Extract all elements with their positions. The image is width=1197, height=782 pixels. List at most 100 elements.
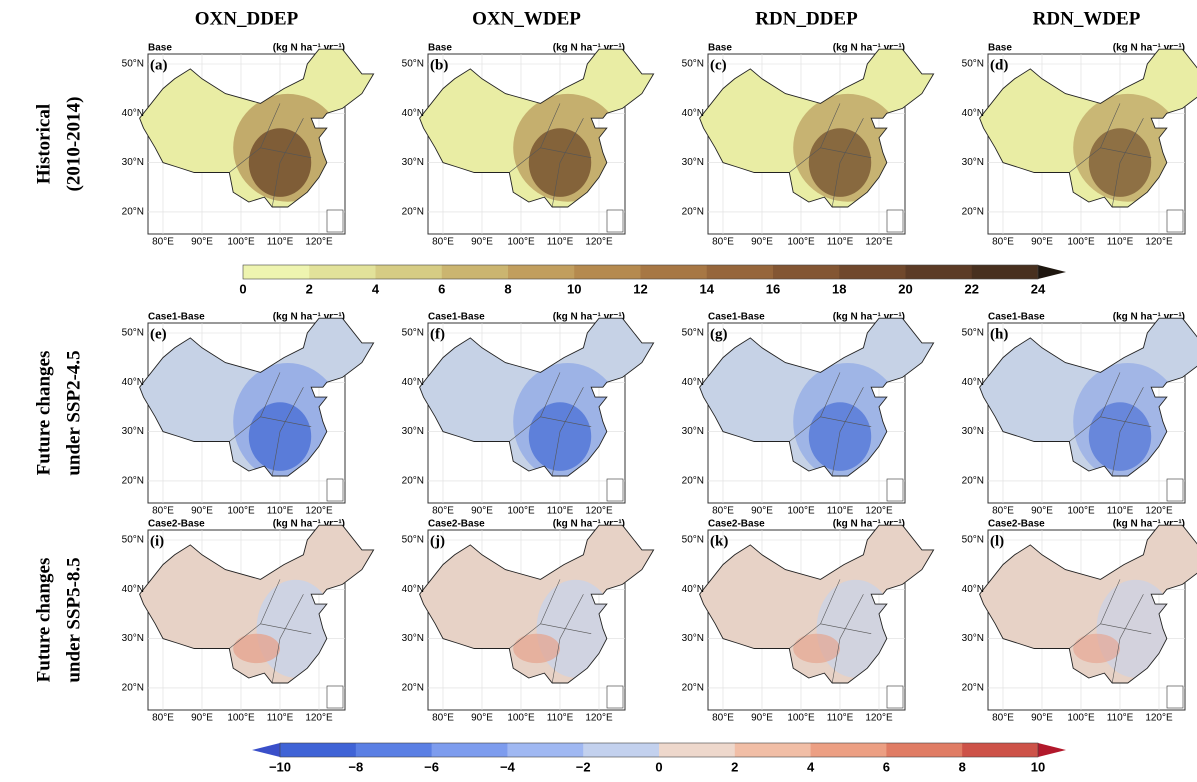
deposition-area <box>513 633 560 664</box>
lat-tick-label: 50°N <box>962 328 984 339</box>
lon-tick-label: 100°E <box>1067 713 1095 724</box>
province-lines <box>1069 579 1152 684</box>
province-lines <box>229 372 312 477</box>
inset <box>1166 478 1184 502</box>
lon-tick-label: 80°E <box>432 237 454 248</box>
lon-tick-label: 90°E <box>191 713 213 724</box>
lat-tick-label: 40°N <box>402 584 424 595</box>
province-lines <box>789 103 872 208</box>
deposition-area <box>808 402 872 471</box>
lon-tick-label: 110°E <box>267 713 294 724</box>
colorbar-tick-label: −6 <box>424 759 439 774</box>
lon-tick-label: 100°E <box>1067 237 1095 248</box>
province-lines <box>1069 372 1152 477</box>
lat-tick-label: 50°N <box>122 59 144 70</box>
inset <box>886 478 904 502</box>
lon-tick-label: 120°E <box>865 506 893 517</box>
inset <box>886 209 904 233</box>
colorbar-segment <box>309 265 376 279</box>
colorbar-segment <box>640 265 708 279</box>
colorbar-tick-label: 4 <box>372 281 380 296</box>
lat-tick-label: 30°N <box>122 633 144 644</box>
china-border <box>979 524 1197 684</box>
panel-letter: (b) <box>430 57 448 73</box>
lon-tick-label: 110°E <box>827 237 854 248</box>
colorbar-segment <box>971 265 1039 279</box>
province-lines <box>789 372 872 477</box>
colorbar-segment <box>441 265 509 279</box>
colorbar-tick-label: 16 <box>766 281 780 296</box>
colorbar-frame <box>279 742 1039 758</box>
lon-tick-label: 90°E <box>1031 506 1053 517</box>
panel-units: (kg N ha⁻¹ yr⁻¹) <box>553 312 625 323</box>
panel-letter: (h) <box>990 326 1008 342</box>
colorbar-segment <box>886 743 963 757</box>
colorbar-tick-label: 14 <box>700 281 715 296</box>
panel-letter: (g) <box>710 326 728 342</box>
lon-tick-label: 100°E <box>787 506 815 517</box>
panel-title: Case2-Base <box>428 519 485 530</box>
map-panel: Base (kg N ha⁻¹ yr⁻¹) (b) 50°N 40°N 30°N 20°N 8… <box>402 43 655 248</box>
lon-tick-label: 120°E <box>1145 506 1173 517</box>
colorbar-tick-label: 10 <box>1031 759 1045 774</box>
lon-tick-label: 80°E <box>992 506 1014 517</box>
colorbar-extend <box>1038 265 1066 279</box>
colorbar-tick-label: 4 <box>807 759 815 774</box>
panel-title: Case1-Base <box>428 312 485 323</box>
lon-tick-label: 110°E <box>827 713 854 724</box>
lat-tick-label: 30°N <box>682 157 704 168</box>
deposition-area <box>248 402 312 471</box>
province-lines <box>509 579 592 684</box>
china-border <box>979 317 1197 477</box>
map-panel: Case1-Base (kg N ha⁻¹ yr⁻¹) (f) 50°N 40°N 30°… <box>402 312 655 517</box>
lat-tick-label: 40°N <box>962 584 984 595</box>
lat-tick-label: 50°N <box>122 328 144 339</box>
panel-units: (kg N ha⁻¹ yr⁻¹) <box>833 43 905 54</box>
map-panel: Base (kg N ha⁻¹ yr⁻¹) (c) 50°N 40°N 30°N 20°N 8… <box>682 43 935 248</box>
lon-tick-label: 120°E <box>305 713 333 724</box>
province-lines <box>229 103 312 208</box>
lon-tick-label: 120°E <box>305 506 333 517</box>
column-title: RDN_WDEP <box>1033 8 1141 29</box>
colorbar-frame <box>242 264 1039 280</box>
lat-tick-label: 40°N <box>682 584 704 595</box>
map <box>419 317 655 503</box>
lon-tick-label: 100°E <box>227 506 255 517</box>
lon-tick-label: 120°E <box>585 506 613 517</box>
lat-tick-label: 30°N <box>402 426 424 437</box>
panel-units: (kg N ha⁻¹ yr⁻¹) <box>273 312 345 323</box>
lon-tick-label: 80°E <box>992 713 1014 724</box>
lon-tick-label: 100°E <box>507 237 535 248</box>
lat-tick-label: 50°N <box>402 328 424 339</box>
lon-tick-label: 90°E <box>191 237 213 248</box>
panel-units: (kg N ha⁻¹ yr⁻¹) <box>553 519 625 530</box>
inset <box>886 685 904 709</box>
colorbar-tick-label: −4 <box>500 759 516 774</box>
lon-tick-label: 100°E <box>787 237 815 248</box>
row-label: Historical <box>33 104 54 184</box>
lat-tick-label: 50°N <box>682 328 704 339</box>
lon-tick-label: 80°E <box>712 237 734 248</box>
colorbar-tick-label: 8 <box>504 281 511 296</box>
column-title: RDN_DDEP <box>755 8 858 29</box>
map <box>699 48 935 234</box>
colorbar-segment <box>810 743 887 757</box>
lat-tick-label: 30°N <box>682 426 704 437</box>
map <box>979 48 1197 234</box>
china-border <box>139 48 375 208</box>
province-lines <box>229 579 312 684</box>
lat-tick-label: 30°N <box>682 633 704 644</box>
lon-tick-label: 90°E <box>1031 237 1053 248</box>
panel-letter: (j) <box>430 533 445 549</box>
column-title: OXN_DDEP <box>195 8 299 29</box>
lat-tick-label: 30°N <box>402 633 424 644</box>
china-border <box>419 48 655 208</box>
panel-units: (kg N ha⁻¹ yr⁻¹) <box>833 312 905 323</box>
map-panel: Case2-Base (kg N ha⁻¹ yr⁻¹) (k) 50°N 40°N 30°… <box>682 519 935 724</box>
deposition-area <box>233 633 280 664</box>
row-label: Future changes <box>33 558 54 683</box>
lon-tick-label: 80°E <box>152 237 174 248</box>
map-panel: Case2-Base (kg N ha⁻¹ yr⁻¹) (i) 50°N 40°N 30°… <box>122 519 375 724</box>
lon-tick-label: 110°E <box>267 506 294 517</box>
lon-tick-label: 80°E <box>152 506 174 517</box>
